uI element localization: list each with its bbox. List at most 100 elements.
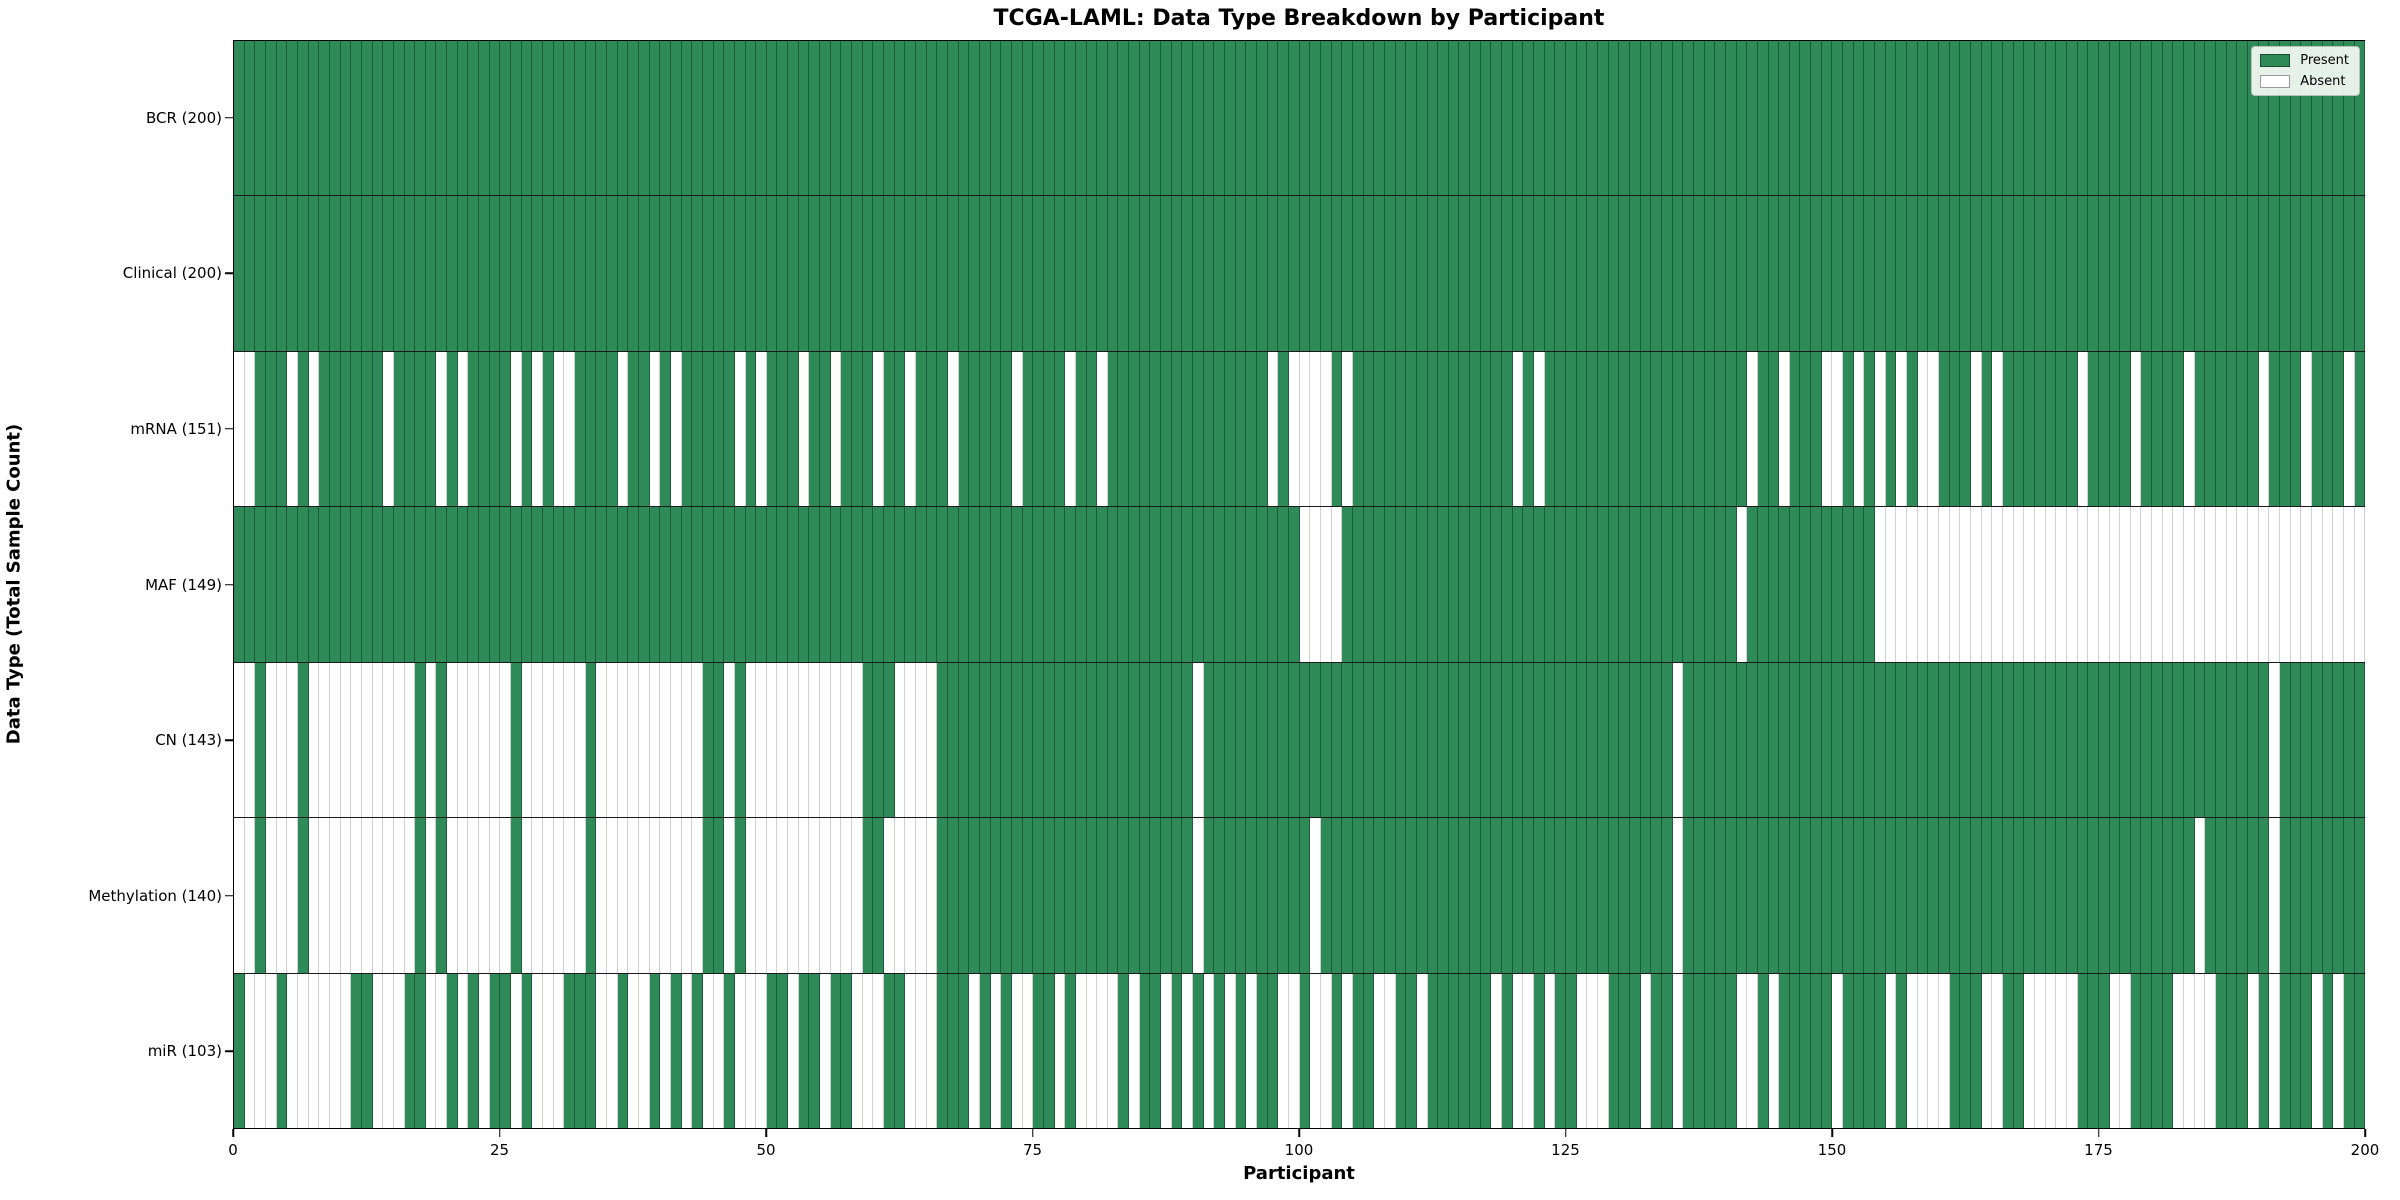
cell-mRNA-p114-present [1448, 351, 1460, 507]
cell-miR-p142-absent [1747, 973, 1758, 1128]
cell-BCR-p91-present [1203, 41, 1215, 196]
cell-BCR-p180-present [2152, 41, 2163, 196]
cell-Clinical-p68-present [958, 196, 970, 351]
x-axis-title: Participant [1243, 1163, 1355, 1184]
x-tick-label-50: 50 [756, 1141, 776, 1159]
cell-miR-p166-present [2002, 973, 2014, 1128]
cell-Clinical-p80-present [1086, 196, 1098, 351]
cell-BCR-p37-present [628, 41, 639, 196]
cell-MAF-p29-present [543, 507, 554, 662]
cell-MAF-p199-absent [2354, 507, 2366, 662]
cell-Clinical-p163-present [1970, 196, 1982, 351]
cell-BCR-p77-present [1054, 41, 1066, 196]
cell-miR-p40-absent [660, 973, 671, 1128]
cell-Clinical-p89-present [1182, 196, 1194, 351]
cell-CN-p30-absent [553, 662, 565, 818]
cell-miR-p196-present [2322, 973, 2334, 1128]
cell-Methylation-p65-absent [926, 818, 938, 973]
cell-BCR-p36-present [617, 41, 629, 196]
cell-Clinical-p61-present [884, 196, 895, 351]
cell-MAF-p11-present [351, 507, 362, 662]
cell-Clinical-p63-present [905, 196, 916, 351]
cell-Clinical-p173-present [2077, 196, 2089, 351]
cell-Clinical-p64-present [916, 196, 927, 351]
cell-mRNA-p156-absent [1896, 351, 1908, 507]
cell-miR-p183-absent [2184, 973, 2195, 1128]
cell-Clinical-p183-present [2184, 196, 2195, 351]
cell-mRNA-p95-present [1246, 351, 1257, 507]
cell-Clinical-p191-present [2269, 196, 2280, 351]
cell-BCR-p108-present [1384, 41, 1396, 196]
cell-Clinical-p141-present [1736, 196, 1748, 351]
cell-miR-p154-present [1875, 973, 1886, 1128]
cell-BCR-p53-present [798, 41, 810, 196]
cell-miR-p11-present [351, 973, 362, 1128]
cell-mRNA-p43-present [692, 351, 703, 507]
cell-CN-p10-absent [340, 662, 352, 818]
cell-CN-p123-present [1544, 662, 1556, 818]
cell-mRNA-p44-present [702, 351, 714, 507]
cell-CN-p188-present [2237, 662, 2249, 818]
cell-MAF-p159-absent [1928, 507, 1939, 662]
cell-BCR-p191-present [2269, 41, 2280, 196]
cell-mRNA-p188-present [2237, 351, 2249, 507]
heatmap-row-MAF [234, 507, 2366, 663]
cell-Methylation-p174-present [2088, 818, 2099, 973]
cell-MAF-p53-present [798, 507, 810, 662]
x-tick-mark-0 [232, 1129, 234, 1137]
cell-BCR-p143-present [1757, 41, 1769, 196]
cell-BCR-p187-present [2226, 41, 2238, 196]
cell-mRNA-p120-absent [1512, 351, 1524, 507]
cell-MAF-p22-present [468, 507, 480, 662]
cell-MAF-p39-present [649, 507, 661, 662]
cell-miR-p167-present [2013, 973, 2025, 1128]
cell-Clinical-p74-present [1022, 196, 1034, 351]
cell-MAF-p84-present [1129, 507, 1140, 662]
cell-Methylation-p39-absent [649, 818, 661, 973]
cell-MAF-p167-absent [2013, 507, 2025, 662]
cell-miR-p197-absent [2333, 973, 2344, 1128]
cell-BCR-p23-present [479, 41, 490, 196]
cell-Clinical-p199-present [2354, 196, 2366, 351]
cell-CN-p81-present [1097, 662, 1108, 818]
cell-mRNA-p41-absent [670, 351, 682, 507]
cell-Clinical-p21-present [457, 196, 469, 351]
cell-MAF-p15-present [393, 507, 405, 662]
cell-Methylation-p1-absent [244, 818, 256, 973]
cell-CN-p164-present [1981, 662, 1993, 818]
cell-CN-p166-present [2002, 662, 2014, 818]
cell-mRNA-p16-present [404, 351, 416, 507]
x-tick-label-175: 175 [2084, 1141, 2113, 1159]
cell-CN-p118-present [1491, 662, 1503, 818]
cell-CN-p39-absent [649, 662, 661, 818]
cell-mRNA-p88-present [1171, 351, 1183, 507]
legend-entry-absent: Absent [2260, 74, 2349, 89]
cell-CN-p165-present [1992, 662, 2003, 818]
cell-mRNA-p1-absent [244, 351, 256, 507]
cell-miR-p125-present [1566, 973, 1577, 1128]
cell-Methylation-p42-absent [681, 818, 693, 973]
cell-miR-p90-present [1193, 973, 1204, 1128]
cell-BCR-p96-present [1257, 41, 1268, 196]
cell-Methylation-p187-present [2226, 818, 2238, 973]
cell-Methylation-p156-present [1896, 818, 1908, 973]
cell-BCR-p106-present [1363, 41, 1375, 196]
cell-Methylation-p95-present [1246, 818, 1257, 973]
cell-CN-p140-present [1725, 662, 1737, 818]
cell-Clinical-p94-present [1235, 196, 1247, 351]
cell-mRNA-p164-present [1981, 351, 1993, 507]
cell-CN-p96-present [1257, 662, 1268, 818]
cell-Clinical-p6-present [297, 196, 309, 351]
cell-Methylation-p0-absent [234, 818, 245, 973]
cell-Clinical-p125-present [1566, 196, 1577, 351]
cell-miR-p2-absent [255, 973, 266, 1128]
x-tick-mark-50 [765, 1129, 767, 1137]
cell-BCR-p123-present [1544, 41, 1556, 196]
cell-miR-p53-present [798, 973, 810, 1128]
cell-Methylation-p189-present [2248, 818, 2259, 973]
cell-CN-p5-absent [287, 662, 298, 818]
cell-MAF-p112-present [1427, 507, 1439, 662]
cell-miR-p163-present [1970, 973, 1982, 1128]
cell-BCR-p94-present [1235, 41, 1247, 196]
